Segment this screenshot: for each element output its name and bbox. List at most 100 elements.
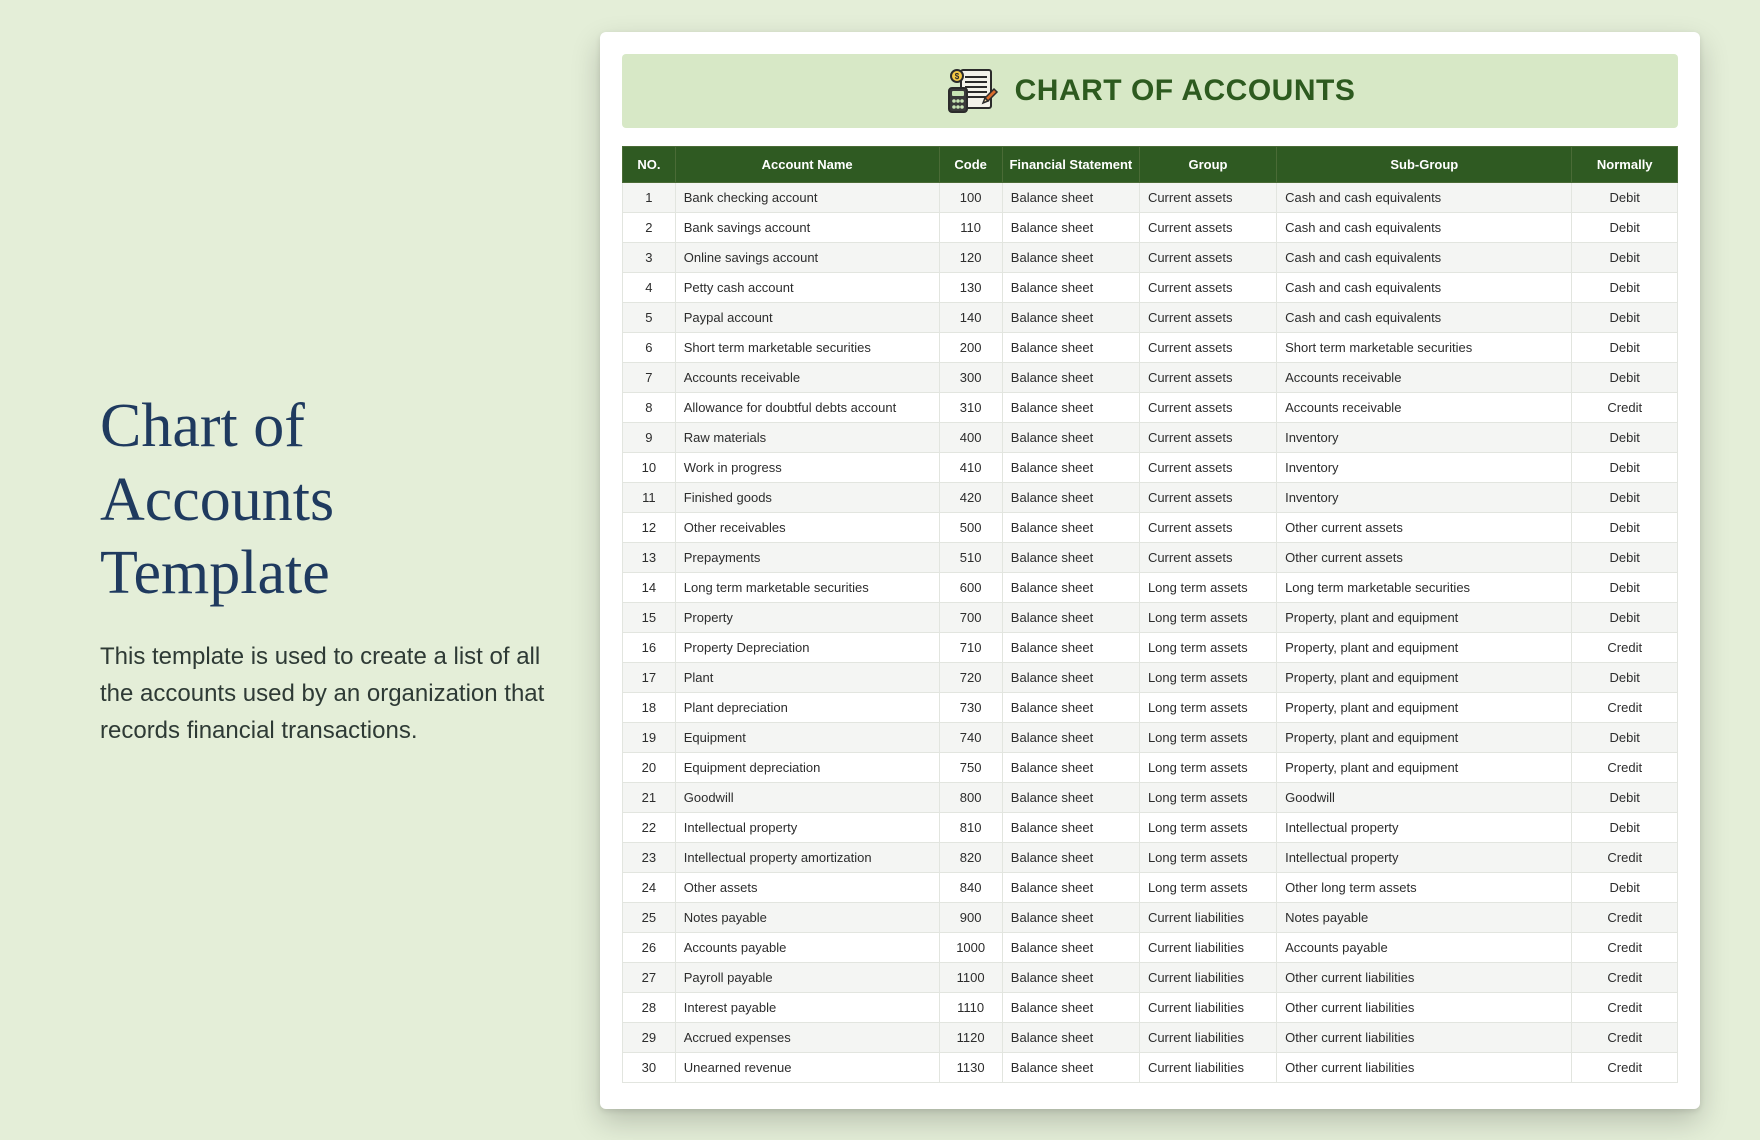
cell-sub: Accounts receivable	[1277, 362, 1572, 392]
cell-norm: Credit	[1572, 1022, 1678, 1052]
cell-grp: Current liabilities	[1139, 1052, 1276, 1082]
cell-fs: Balance sheet	[1002, 692, 1139, 722]
cell-name: Interest payable	[675, 992, 939, 1022]
cell-sub: Property, plant and equipment	[1277, 632, 1572, 662]
cell-norm: Debit	[1572, 812, 1678, 842]
cell-norm: Debit	[1572, 272, 1678, 302]
cell-sub: Other current liabilities	[1277, 962, 1572, 992]
cell-norm: Credit	[1572, 632, 1678, 662]
cell-grp: Long term assets	[1139, 842, 1276, 872]
cell-no: 1	[623, 182, 676, 212]
cell-code: 300	[939, 362, 1002, 392]
cell-fs: Balance sheet	[1002, 362, 1139, 392]
cell-norm: Debit	[1572, 662, 1678, 692]
cell-no: 17	[623, 662, 676, 692]
cell-norm: Debit	[1572, 332, 1678, 362]
cell-code: 1120	[939, 1022, 1002, 1052]
cell-code: 750	[939, 752, 1002, 782]
col-header-grp: Group	[1139, 146, 1276, 182]
cell-name: Intellectual property	[675, 812, 939, 842]
cell-code: 1110	[939, 992, 1002, 1022]
table-row: 4Petty cash account130Balance sheetCurre…	[623, 272, 1678, 302]
cell-name: Petty cash account	[675, 272, 939, 302]
col-header-fs: Financial Statement	[1002, 146, 1139, 182]
cell-code: 100	[939, 182, 1002, 212]
cell-no: 14	[623, 572, 676, 602]
cell-fs: Balance sheet	[1002, 452, 1139, 482]
cell-no: 20	[623, 752, 676, 782]
table-row: 22Intellectual property810Balance sheetL…	[623, 812, 1678, 842]
cell-sub: Accounts payable	[1277, 932, 1572, 962]
cell-no: 19	[623, 722, 676, 752]
cell-fs: Balance sheet	[1002, 542, 1139, 572]
cell-sub: Cash and cash equivalents	[1277, 212, 1572, 242]
cell-norm: Debit	[1572, 512, 1678, 542]
table-row: 7Accounts receivable300Balance sheetCurr…	[623, 362, 1678, 392]
cell-no: 18	[623, 692, 676, 722]
cell-sub: Other current liabilities	[1277, 992, 1572, 1022]
cell-fs: Balance sheet	[1002, 1022, 1139, 1052]
cell-norm: Debit	[1572, 602, 1678, 632]
cell-grp: Long term assets	[1139, 602, 1276, 632]
table-row: 13Prepayments510Balance sheetCurrent ass…	[623, 542, 1678, 572]
table-row: 18Plant depreciation730Balance sheetLong…	[623, 692, 1678, 722]
cell-code: 820	[939, 842, 1002, 872]
accounts-table-head: NO.Account NameCodeFinancial StatementGr…	[623, 146, 1678, 182]
cell-code: 730	[939, 692, 1002, 722]
cell-name: Prepayments	[675, 542, 939, 572]
col-header-sub: Sub-Group	[1277, 146, 1572, 182]
cell-name: Short term marketable securities	[675, 332, 939, 362]
cell-code: 500	[939, 512, 1002, 542]
cell-grp: Long term assets	[1139, 692, 1276, 722]
cell-grp: Long term assets	[1139, 812, 1276, 842]
cell-grp: Current assets	[1139, 392, 1276, 422]
cell-sub: Intellectual property	[1277, 812, 1572, 842]
cell-no: 11	[623, 482, 676, 512]
cell-name: Accounts payable	[675, 932, 939, 962]
cell-norm: Credit	[1572, 992, 1678, 1022]
cell-grp: Current liabilities	[1139, 1022, 1276, 1052]
cell-name: Payroll payable	[675, 962, 939, 992]
cell-grp: Current assets	[1139, 452, 1276, 482]
cell-no: 15	[623, 602, 676, 632]
table-row: 26Accounts payable1000Balance sheetCurre…	[623, 932, 1678, 962]
cell-fs: Balance sheet	[1002, 1052, 1139, 1082]
cell-sub: Inventory	[1277, 422, 1572, 452]
cell-grp: Long term assets	[1139, 632, 1276, 662]
cell-grp: Long term assets	[1139, 722, 1276, 752]
cell-fs: Balance sheet	[1002, 332, 1139, 362]
cell-code: 200	[939, 332, 1002, 362]
table-row: 3Online savings account120Balance sheetC…	[623, 242, 1678, 272]
cell-name: Allowance for doubtful debts account	[675, 392, 939, 422]
table-row: 16Property Depreciation710Balance sheetL…	[623, 632, 1678, 662]
cell-grp: Current liabilities	[1139, 932, 1276, 962]
cell-no: 16	[623, 632, 676, 662]
cell-norm: Credit	[1572, 692, 1678, 722]
cell-norm: Debit	[1572, 482, 1678, 512]
cell-code: 840	[939, 872, 1002, 902]
cell-norm: Credit	[1572, 842, 1678, 872]
cell-grp: Current liabilities	[1139, 902, 1276, 932]
cell-name: Other receivables	[675, 512, 939, 542]
cell-norm: Credit	[1572, 752, 1678, 782]
table-row: 25Notes payable900Balance sheetCurrent l…	[623, 902, 1678, 932]
cell-name: Other assets	[675, 872, 939, 902]
cell-fs: Balance sheet	[1002, 212, 1139, 242]
table-row: 10Work in progress410Balance sheetCurren…	[623, 452, 1678, 482]
cell-code: 900	[939, 902, 1002, 932]
cell-no: 13	[623, 542, 676, 572]
cell-sub: Notes payable	[1277, 902, 1572, 932]
cell-fs: Balance sheet	[1002, 602, 1139, 632]
cell-norm: Debit	[1572, 872, 1678, 902]
cell-sub: Property, plant and equipment	[1277, 692, 1572, 722]
card-banner-title: CHART OF ACCOUNTS	[1015, 74, 1356, 108]
cell-name: Intellectual property amortization	[675, 842, 939, 872]
cell-grp: Current assets	[1139, 362, 1276, 392]
cell-no: 28	[623, 992, 676, 1022]
cell-fs: Balance sheet	[1002, 752, 1139, 782]
table-row: 20Equipment depreciation750Balance sheet…	[623, 752, 1678, 782]
cell-sub: Short term marketable securities	[1277, 332, 1572, 362]
cell-grp: Current assets	[1139, 482, 1276, 512]
cell-grp: Current assets	[1139, 422, 1276, 452]
cell-sub: Goodwill	[1277, 782, 1572, 812]
